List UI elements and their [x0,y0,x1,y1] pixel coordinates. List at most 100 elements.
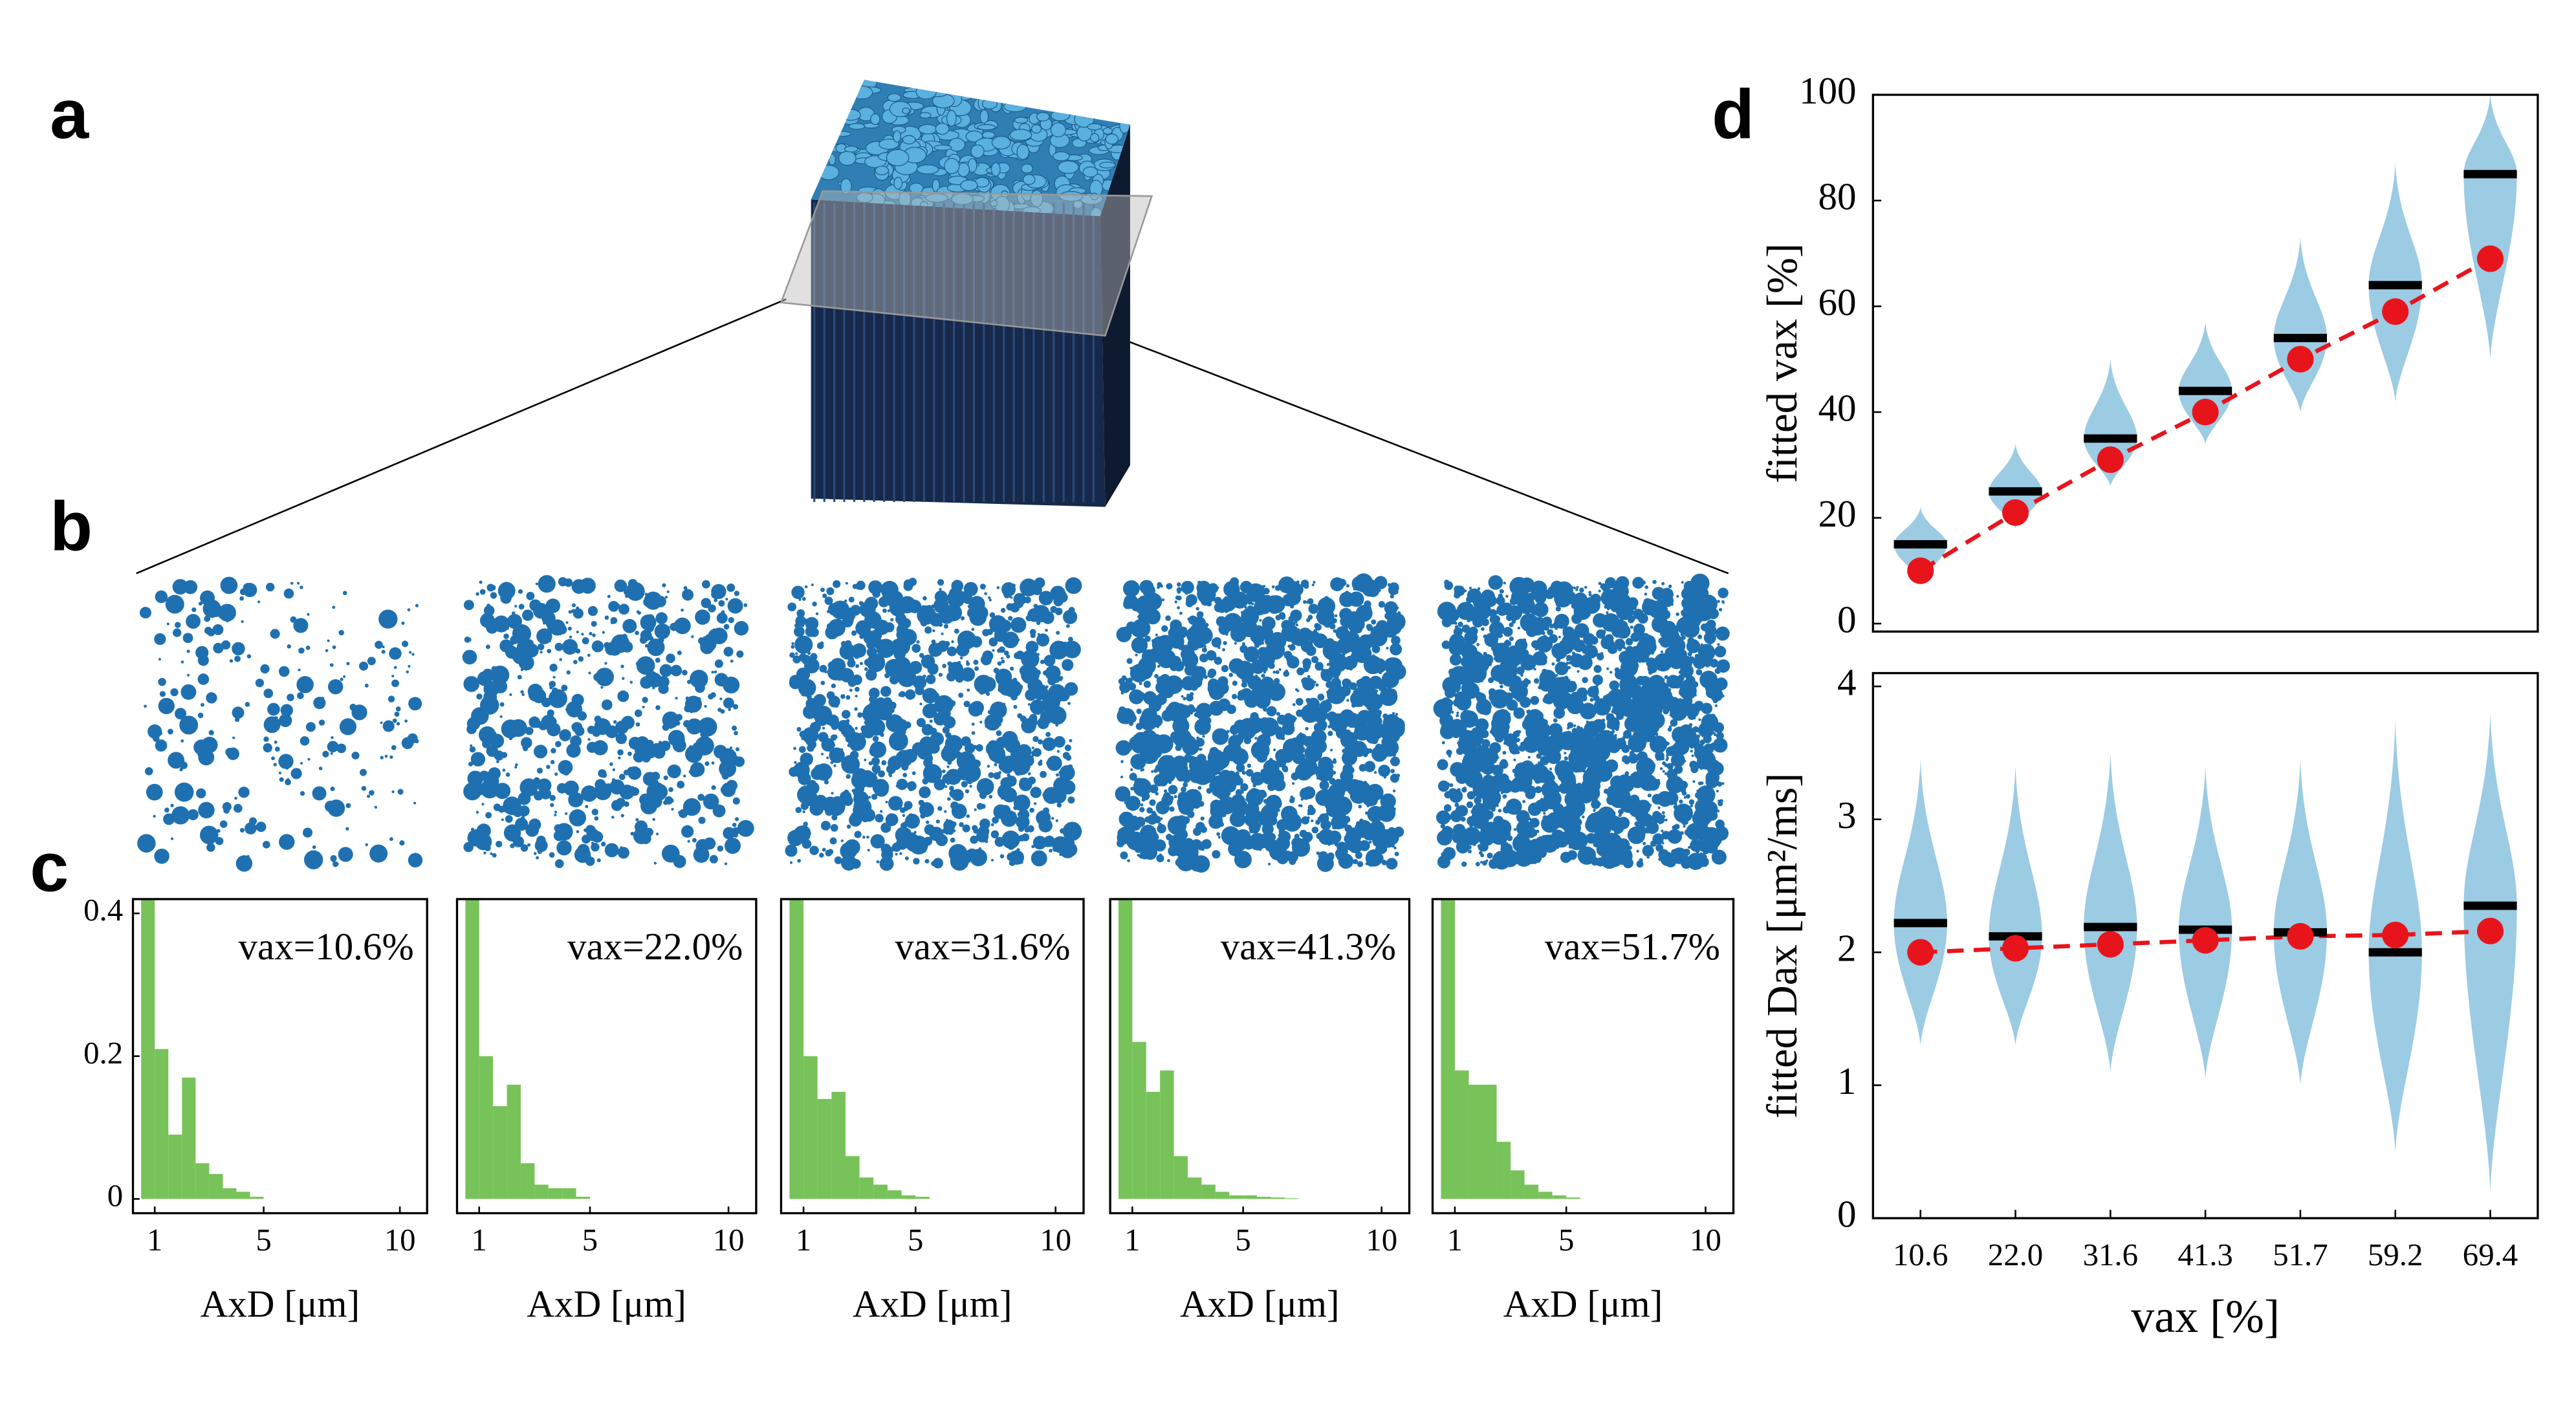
axon [158,677,166,686]
axon [1463,786,1467,790]
axon [171,806,190,825]
axon [580,578,596,594]
axon [1280,614,1286,620]
axon [618,756,621,759]
axon [907,620,911,624]
axon [1018,825,1025,833]
axon [1661,829,1664,833]
axon [614,579,628,593]
axon [882,608,887,613]
axon [475,592,479,596]
axon [1647,793,1652,798]
axon [1239,598,1245,604]
axon [900,675,904,679]
fiber-top [990,200,998,207]
axon [1242,608,1253,619]
axon [1664,675,1668,679]
axon [1178,798,1194,815]
axon [1263,707,1267,712]
axon [802,596,806,601]
axon [1679,800,1683,804]
axon [525,726,534,735]
axon [836,675,843,681]
axon [1161,747,1166,752]
axon [1051,817,1054,820]
axon [1184,664,1195,676]
axon [626,585,633,591]
fiber-top [918,124,937,135]
axon [944,697,948,701]
axon [1118,678,1125,685]
axon [1051,640,1065,654]
axon [1329,748,1333,752]
axon [1643,842,1646,845]
axon [1303,735,1315,748]
axon [1282,765,1289,772]
axon [691,635,694,638]
axon [1295,623,1298,627]
axon [1320,600,1324,604]
axon [730,746,733,750]
axon [389,755,393,759]
axon [255,679,264,688]
fiber-top [977,124,996,131]
axon [681,809,686,816]
fiber-top [990,162,1001,177]
axon [1630,802,1635,807]
axon [208,730,214,735]
axon [1535,829,1540,833]
axon [988,598,992,602]
axon [677,650,682,655]
axon [1377,831,1391,844]
axon [1307,816,1310,820]
axon [1652,580,1657,584]
axon [519,629,523,633]
axon [816,642,824,649]
axon [1307,675,1311,679]
axon [910,823,913,827]
axon [1362,691,1380,709]
axon [232,736,235,739]
axon [486,704,494,711]
axon [1120,851,1128,860]
axon [1323,794,1327,798]
axon [999,670,1004,675]
axon [1551,689,1554,692]
axon [1606,667,1610,670]
axon [212,624,224,635]
fiber-top [933,144,952,151]
axon [470,744,473,747]
axon [345,803,351,809]
axon [1214,657,1223,665]
axon [162,593,165,596]
axon [1250,772,1265,786]
axon [653,862,657,865]
axon [1600,583,1607,590]
axon [998,677,1016,696]
axon [959,656,963,660]
axon [853,780,857,784]
axon [1033,802,1037,805]
axon [880,844,891,855]
axon [304,850,323,869]
axon [1271,585,1275,589]
axon [948,700,956,707]
axon [1130,754,1146,770]
axon [1564,752,1567,755]
axon [541,697,551,708]
axon [1170,703,1188,721]
axon [1021,833,1030,842]
axon [1296,580,1300,584]
axon [820,820,831,831]
axon [564,578,573,587]
axon [1517,669,1520,673]
axon [1036,653,1040,656]
axon [487,786,491,789]
axon [822,726,825,730]
axon [485,812,492,819]
axon [471,707,489,725]
axon [1698,718,1701,721]
axon [1388,585,1399,596]
axon [585,805,589,809]
axon [1361,579,1379,597]
